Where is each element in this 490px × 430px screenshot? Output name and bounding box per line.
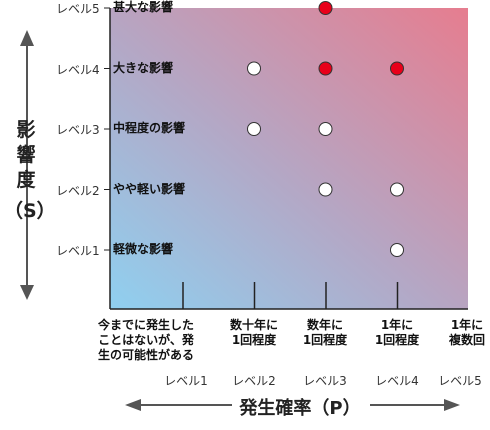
impact-description: 甚大な影響 [113, 0, 174, 14]
data-points [247, 1, 404, 257]
x-level-label: レベル4 [375, 374, 419, 388]
x-level-label: レベル1 [164, 374, 208, 388]
impact-description: 大きな影響 [113, 60, 174, 75]
axes [104, 7, 468, 310]
y-arrow-head-down [20, 285, 34, 300]
y-level-label: レベル3 [56, 123, 100, 137]
x-arrow-head-right [444, 399, 460, 411]
probability-description-line: 複数回 [448, 333, 485, 347]
y-axis-title-char: 影 [16, 119, 36, 141]
y-axis-title-char: （S） [4, 200, 56, 222]
probability-description-line: 1回程度 [374, 333, 420, 347]
data-point [247, 61, 261, 76]
x-level-label: レベル2 [232, 374, 276, 388]
y-level-label: レベル2 [56, 183, 100, 198]
probability-description-line: 1回程度 [231, 333, 277, 347]
axis-arrows [20, 30, 460, 411]
probability-description-line: 1年に [380, 318, 414, 332]
impact-description: 中程度の影響 [113, 121, 186, 135]
probability-description: 1年に 1回程度 [367, 318, 427, 348]
data-point [318, 1, 333, 15]
data-point [247, 122, 261, 136]
data-point [390, 243, 404, 257]
data-point [390, 182, 404, 197]
probability-description-line: 数十年に [229, 318, 278, 332]
probability-description-line: 1回程度 [302, 333, 348, 347]
x-axis-title: 発生確率（P） [239, 398, 361, 419]
y-level-label: レベル1 [56, 244, 100, 258]
x-level-label: レベル5 [438, 374, 482, 388]
impact-description: やや軽い影響 [113, 181, 186, 196]
probability-description: 今までに発生した ことはないが、発 生の可能性がある [91, 318, 201, 363]
plot-background [110, 8, 468, 309]
probability-description-line: 生の可能性がある [97, 348, 194, 362]
impact-description: 軽微な影響 [113, 242, 174, 256]
y-arrow-head-up [20, 30, 34, 46]
y-level-label: レベル4 [56, 62, 100, 77]
y-axis-title-char: 響 [16, 144, 36, 166]
x-level-label: レベル3 [303, 374, 347, 388]
probability-description-line: 1年に [450, 318, 484, 332]
probability-description-line: 今までに発生した [97, 318, 194, 332]
data-point [318, 122, 333, 136]
x-arrow-head-left [125, 399, 141, 411]
y-axis-title-char: 度 [16, 169, 36, 191]
y-level-label: レベル5 [56, 2, 100, 16]
data-point [390, 61, 404, 76]
probability-description: 数年に 1回程度 [295, 318, 355, 348]
probability-description: 1年に 複数回 [437, 318, 490, 348]
y-axis-title: 影響度 （S） [4, 118, 56, 224]
data-point [318, 182, 333, 197]
probability-description-line: ことはないが、発 [98, 333, 194, 347]
probability-description-line: 数年に [306, 318, 343, 332]
probability-description: 数十年に 1回程度 [224, 318, 284, 348]
data-point [318, 61, 333, 76]
